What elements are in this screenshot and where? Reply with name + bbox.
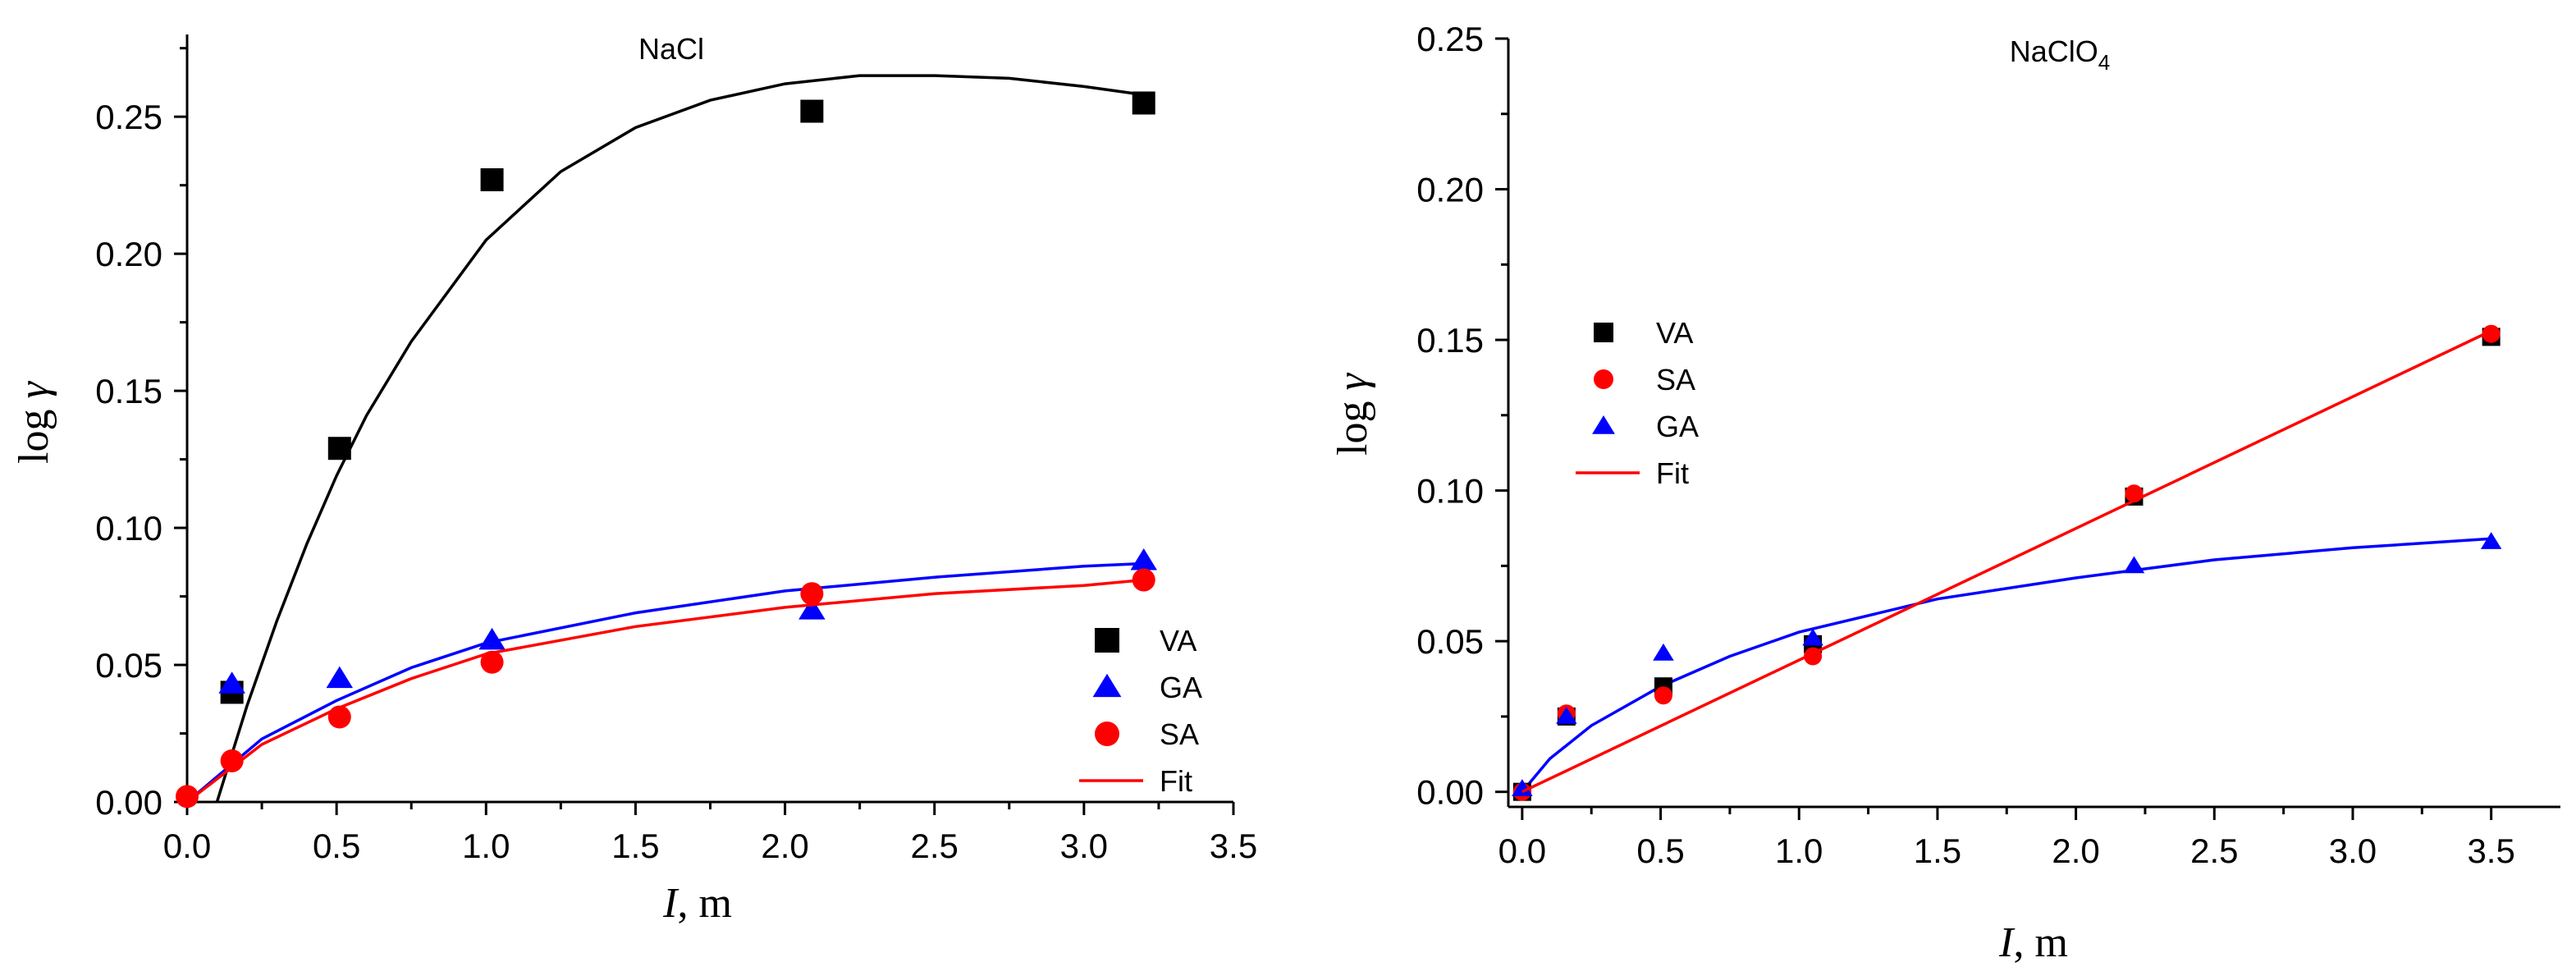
- x-tick-label: 0.5: [313, 827, 360, 865]
- data-point-ga: [218, 671, 245, 694]
- x-axis-label: I, m: [1998, 919, 2068, 966]
- y-axis-label: log γ: [1329, 373, 1376, 456]
- x-tick-label: 1.5: [1914, 832, 1961, 870]
- y-tick-label: 0.20: [1416, 171, 1484, 209]
- x-tick-label: 0.0: [1498, 832, 1546, 870]
- x-tick-label: 3.0: [1060, 827, 1108, 865]
- y-tick-label: 0.20: [95, 235, 162, 273]
- x-tick-label: 2.0: [2052, 832, 2099, 870]
- data-point-va: [800, 99, 824, 123]
- data-point-va: [480, 167, 504, 191]
- data-point-ga: [2480, 532, 2502, 549]
- y-tick-label: 0.25: [95, 98, 162, 136]
- chart-title-main: NaClO: [2010, 34, 2098, 68]
- x-tick-label: 2.5: [911, 827, 959, 865]
- series-line-fit: [1521, 329, 2492, 794]
- legend-label-fit: Fit: [1160, 764, 1192, 798]
- fit-curve-0: [215, 74, 1144, 803]
- data-point-ga: [1802, 628, 1823, 646]
- x-tick-label: 2.0: [761, 827, 808, 865]
- y-tick-label: 0.15: [95, 372, 162, 410]
- x-axis-label-variable: I: [1998, 919, 2016, 966]
- y-axis-label-symbol: γ: [1329, 373, 1376, 391]
- data-point-ga: [1512, 779, 1533, 796]
- y-tick-label: 0.05: [95, 646, 162, 685]
- legend: VA GA SA Fit: [1079, 624, 1202, 798]
- data-point-va: [1132, 91, 1155, 115]
- data-point-ga: [798, 598, 826, 620]
- data-point-ga: [478, 627, 506, 650]
- fit-curve-0: [1521, 537, 2491, 793]
- x-tick-label: 3.5: [1210, 827, 1257, 865]
- chart-title: NaClO4: [2010, 34, 2111, 75]
- y-axis-label-prefix: log: [1329, 391, 1376, 456]
- legend-swatch-sa: [1594, 369, 1613, 389]
- x-tick-label: 2.5: [2190, 832, 2238, 870]
- y-axis-label: log γ: [11, 381, 57, 464]
- x-tick-label: 1.0: [1775, 832, 1823, 870]
- data-point-sa: [2482, 324, 2501, 343]
- y-tick-label: 0.25: [1416, 20, 1484, 58]
- data-point-ga: [1556, 707, 1577, 724]
- legend-label-sa: SA: [1160, 717, 1199, 751]
- legend-label-va: VA: [1656, 316, 1693, 350]
- x-tick-label: 3.0: [2329, 832, 2377, 870]
- legend-swatch-ga: [1092, 673, 1122, 698]
- legend-label-ga: GA: [1656, 410, 1699, 443]
- fit-curve-1: [185, 561, 1144, 804]
- data-point-sa: [800, 582, 824, 606]
- y-tick-label: 0.00: [95, 783, 162, 822]
- data-point-va: [327, 437, 351, 461]
- y-tick-label: 0.10: [1416, 472, 1484, 511]
- x-tick-label: 3.5: [2467, 832, 2514, 870]
- legend-label-ga: GA: [1160, 671, 1202, 704]
- x-axis-label-variable: I: [662, 880, 679, 927]
- nacl-chart: 0.0 0.5 1.0 1.5 2.0 2.5 3.0 3.5 0.00 0.05 0.10 0.15…: [11, 32, 1257, 927]
- data-point-sa: [220, 749, 244, 772]
- legend-label-va: VA: [1160, 624, 1196, 658]
- x-axis-label: I, m: [662, 880, 732, 927]
- y-tick-label: 0.00: [1416, 773, 1484, 812]
- data-point-sa: [1132, 568, 1155, 592]
- y-tick-label: 0.15: [1416, 321, 1484, 360]
- x-tick-label: 1.0: [462, 827, 510, 865]
- y-axis-label-prefix: log: [11, 399, 57, 464]
- x-tick-label: 0.0: [163, 827, 211, 865]
- data-point-ga: [1130, 548, 1157, 570]
- chart-title-subscript: 4: [2098, 50, 2110, 75]
- legend-swatch-va: [1594, 323, 1613, 342]
- x-axis-label-unit: , m: [677, 880, 731, 927]
- legend-swatch-sa: [1095, 722, 1119, 746]
- data-point-ga: [1653, 643, 1674, 661]
- y-tick-label: 0.05: [1416, 622, 1484, 661]
- series-line-fit: [185, 578, 1144, 804]
- data-point-sa: [176, 785, 199, 809]
- legend: VA SA GA Fit: [1576, 316, 1699, 490]
- data-point-sa: [480, 650, 504, 674]
- y-axis-label-symbol: γ: [11, 381, 57, 399]
- y-tick-label: 0.10: [95, 509, 162, 548]
- data-point-ga: [326, 666, 354, 689]
- chart-title: NaCl: [638, 32, 704, 66]
- naclo4-chart: 0.0 0.5 1.0 1.5 2.0 2.5 3.0 3.5 0.00 0.05 0.10 0.15…: [1329, 20, 2560, 966]
- data-point-sa: [1654, 686, 1672, 705]
- legend-swatch-va: [1095, 628, 1119, 653]
- x-tick-label: 1.5: [611, 827, 659, 865]
- data-point-ga: [2123, 556, 2145, 574]
- legend-swatch-ga: [1592, 415, 1615, 434]
- legend-label-sa: SA: [1656, 363, 1695, 396]
- legend-label-fit: Fit: [1656, 456, 1689, 490]
- x-axis-label-unit: , m: [2013, 919, 2067, 966]
- x-tick-label: 0.5: [1636, 832, 1684, 870]
